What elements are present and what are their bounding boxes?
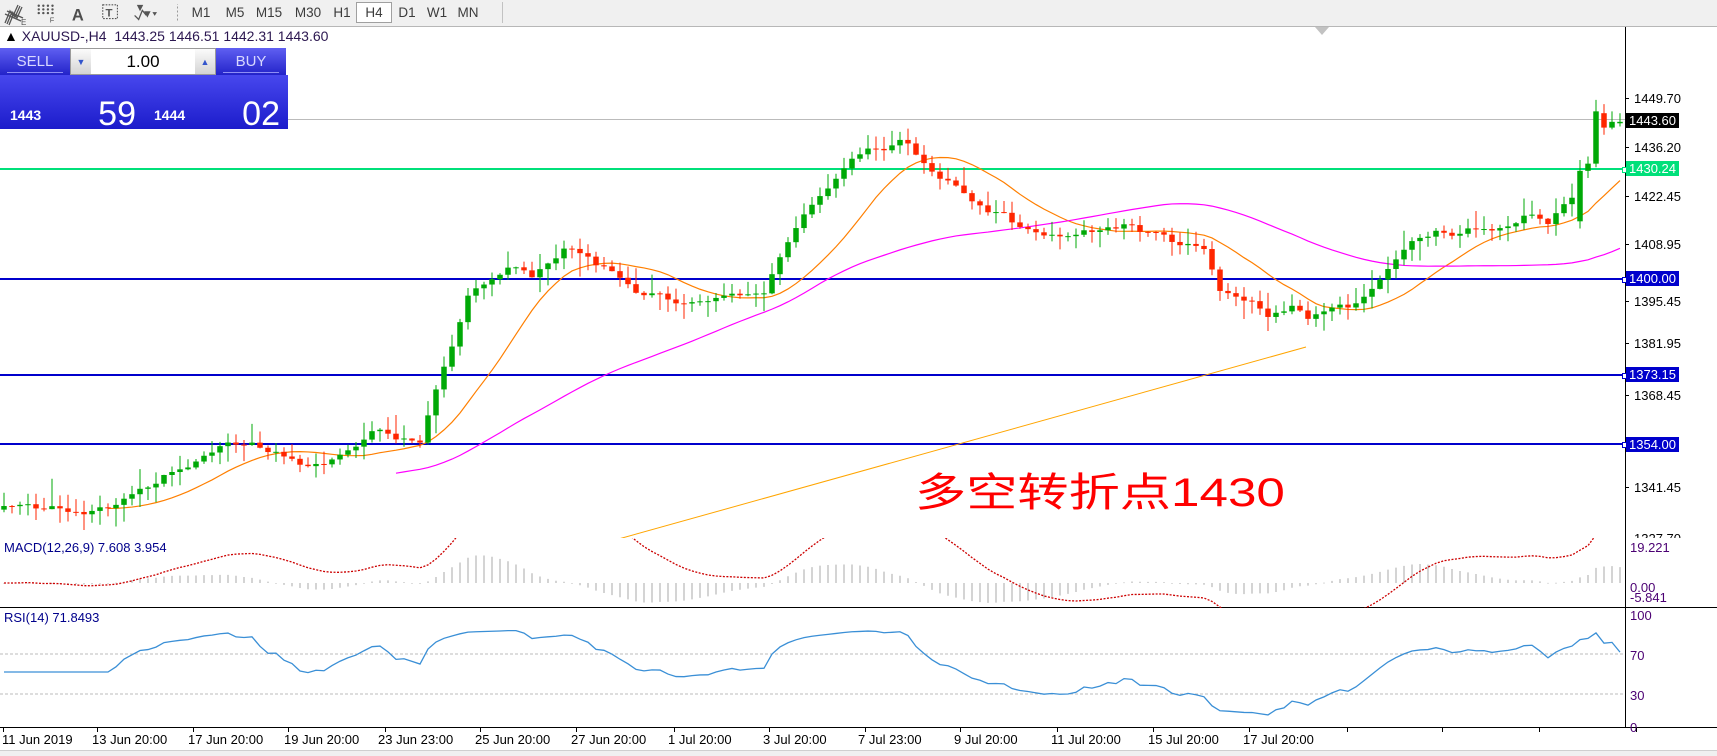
- svg-text:A: A: [72, 6, 84, 24]
- svg-text:T: T: [106, 7, 113, 19]
- svg-text:E: E: [21, 18, 26, 27]
- svg-text:F: F: [50, 15, 55, 24]
